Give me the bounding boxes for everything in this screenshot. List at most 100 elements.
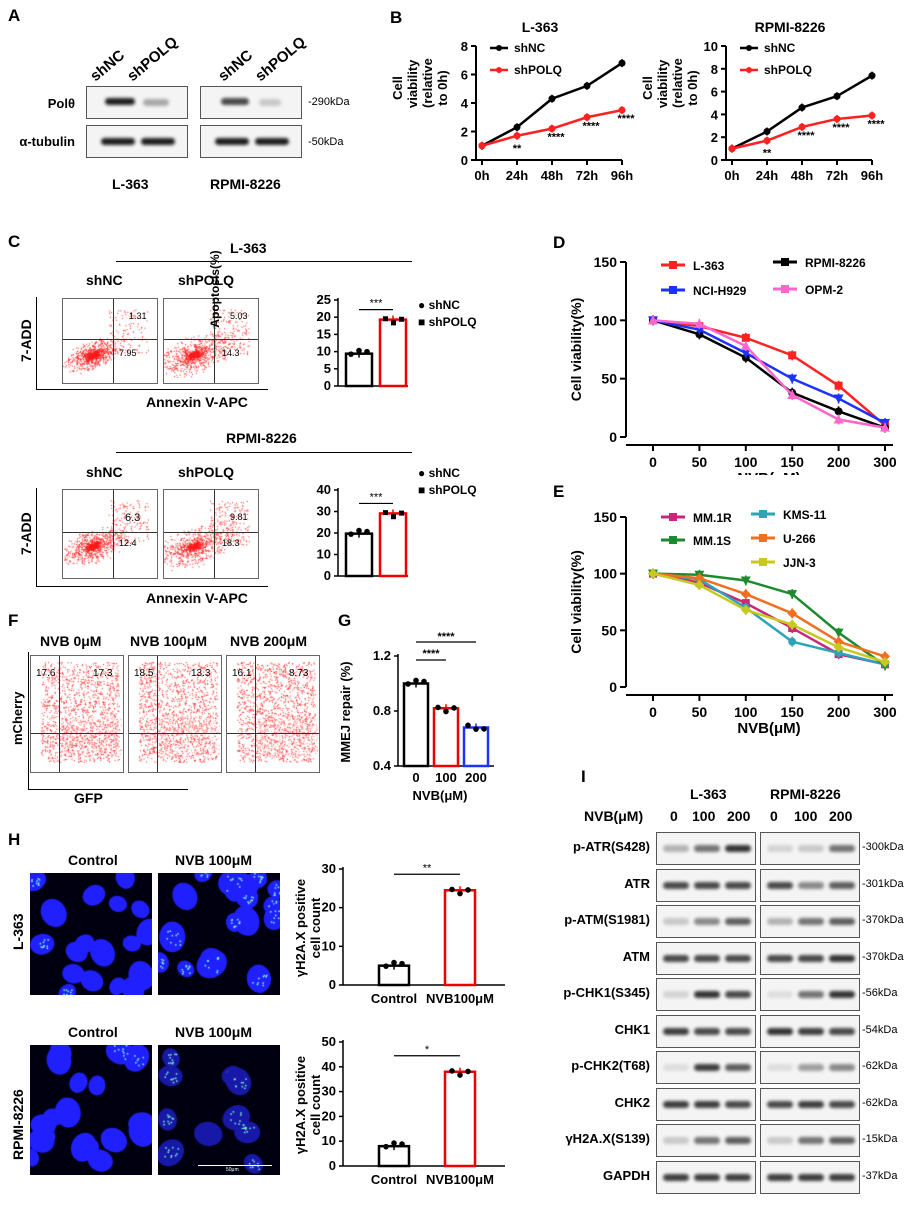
blot-label-4: p-CHK1(S345): [563, 985, 650, 1000]
blot-i-rpmi-2: [760, 905, 860, 938]
xlabel: NVB(μM): [737, 720, 800, 737]
point-shNC: [583, 82, 591, 90]
series-JJN-3: [652, 572, 886, 664]
g-xlabel: NVB(μM): [413, 788, 468, 803]
point-JJN-3: [787, 619, 798, 630]
xtick: 0: [412, 770, 419, 785]
cell-label-l363: L-363: [112, 176, 149, 192]
point-OPM-2: [648, 315, 658, 325]
xtick: 200: [827, 454, 851, 470]
point: [348, 351, 354, 357]
f-cond-2: NVB 200μM: [230, 633, 308, 649]
i-nvb-label: NVB(μM): [584, 808, 644, 824]
point-U-266: [833, 636, 844, 647]
blot-i-rpmi-7: [760, 1087, 860, 1121]
point: [391, 514, 396, 520]
ytick: 20: [322, 1108, 336, 1123]
legend-label: NCI-H929: [693, 284, 747, 298]
c2-group-shnc: shNC: [86, 464, 123, 480]
point: [364, 348, 370, 355]
point-OPM-2: [740, 341, 751, 350]
h2-col-control: Control: [68, 1024, 118, 1040]
kda-i-0: -300kDa: [862, 841, 904, 853]
point-U-266: [880, 651, 890, 662]
blot-label-1: ATR: [624, 875, 650, 891]
flow-rpmi-shnc: 6.3 12.4: [62, 489, 158, 579]
blot-i-rpmi-9: [760, 1160, 860, 1194]
panel-label-f: F: [8, 611, 19, 630]
series-RPMI-8226: [652, 319, 886, 429]
ytick: 0: [609, 679, 617, 695]
kda-i-7: -62kDa: [862, 1096, 898, 1109]
f-yaxis: mCherry: [10, 691, 25, 745]
ytick: 0: [461, 153, 468, 168]
point-shPOLQ: [513, 132, 521, 140]
blot-i-l363-8: [656, 1124, 756, 1157]
sig-label: **: [423, 862, 432, 874]
blot-a-rpmi-pol: [200, 86, 302, 119]
chart-title: RPMI-8226: [755, 20, 826, 35]
point: [435, 704, 441, 711]
blot-i-l363-9: [656, 1160, 756, 1194]
point-JJN-3: [740, 604, 751, 615]
ytick: 5: [324, 361, 331, 376]
h-ylabel: γH2A.X positivecell count: [295, 879, 323, 977]
point: [449, 886, 455, 893]
legend-label: L-363: [693, 259, 725, 273]
chart-c2: 0 10 20 30 40 ***: [317, 482, 408, 583]
blot-i-l363-5: [656, 1014, 756, 1048]
point-MM.1S: [740, 576, 751, 586]
point-shPOLQ: [833, 115, 841, 123]
c2-yaxis: 7-ADD: [18, 512, 34, 555]
xtick: 96h: [611, 168, 633, 183]
point: [399, 316, 404, 322]
blot-label-7: CHK2: [614, 1094, 650, 1110]
blot-i-rpmi-1: [760, 868, 860, 902]
blot-i-l363-3: [656, 941, 756, 975]
point: [391, 959, 397, 966]
ytick: 100: [594, 566, 618, 582]
point: [399, 510, 404, 516]
point-NCI-H929: [833, 394, 844, 404]
xtick: 72h: [826, 168, 848, 183]
legend-marker: [781, 258, 789, 266]
point: [465, 1068, 471, 1075]
point: [383, 1143, 389, 1150]
h2-col-nvb: NVB 100μM: [175, 1024, 253, 1040]
point: [465, 887, 471, 893]
blot-i-l363-6: [656, 1051, 756, 1084]
point: [421, 678, 427, 685]
legend-marker: [781, 285, 789, 293]
blot-label-3: ATM: [622, 948, 650, 964]
sig-label: *: [425, 1044, 430, 1056]
xtick: 72h: [576, 168, 598, 183]
legend-label: JJN-3: [783, 556, 816, 570]
ytick: 0.8: [373, 703, 391, 718]
ytick: 4: [711, 107, 719, 122]
ytick: 0: [711, 153, 718, 168]
blot-label-6: p-CHK2(T68): [571, 1058, 650, 1073]
legend-marker: [746, 67, 752, 73]
xtick: 48h: [791, 168, 813, 183]
micro-l363-control: [30, 873, 152, 995]
xtick: 24h: [756, 168, 778, 183]
ytick: 2: [711, 130, 718, 145]
xtick: NVB100μM: [426, 1172, 494, 1187]
point-shPOLQ: [548, 125, 556, 133]
blot-label-2: p-ATM(S1981): [564, 912, 650, 927]
legend-label: KMS-11: [783, 508, 827, 522]
xtick: 50: [692, 454, 708, 470]
point-shNC: [763, 128, 771, 135]
point-OPM-2: [880, 422, 890, 432]
kda-i-3: -370kDa: [862, 950, 904, 963]
xtick: 0: [649, 704, 657, 720]
panel-label-h: H: [8, 830, 21, 849]
point-U-266: [740, 589, 751, 600]
point-OPM-2: [694, 318, 705, 328]
legend-marker: [496, 45, 502, 51]
point: [399, 1141, 405, 1147]
legend-label: shNC: [514, 41, 546, 55]
xtick: 100: [734, 454, 758, 470]
point: [449, 1068, 455, 1074]
point: [383, 316, 388, 322]
